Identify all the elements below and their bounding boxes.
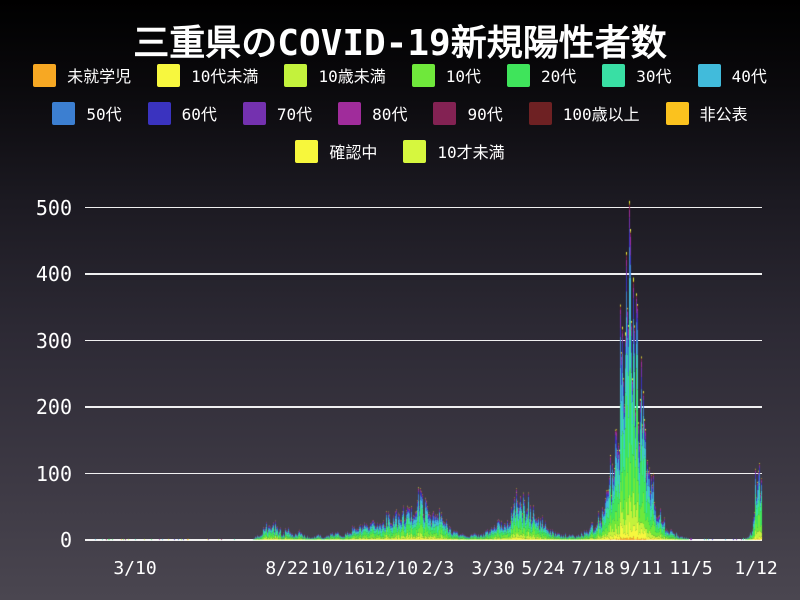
- chart-background: 三重県のCOVID-19新規陽性者数 未就学児10代未満10歳未満10代20代3…: [0, 0, 800, 600]
- chart-plot-canvas[interactable]: [0, 0, 800, 600]
